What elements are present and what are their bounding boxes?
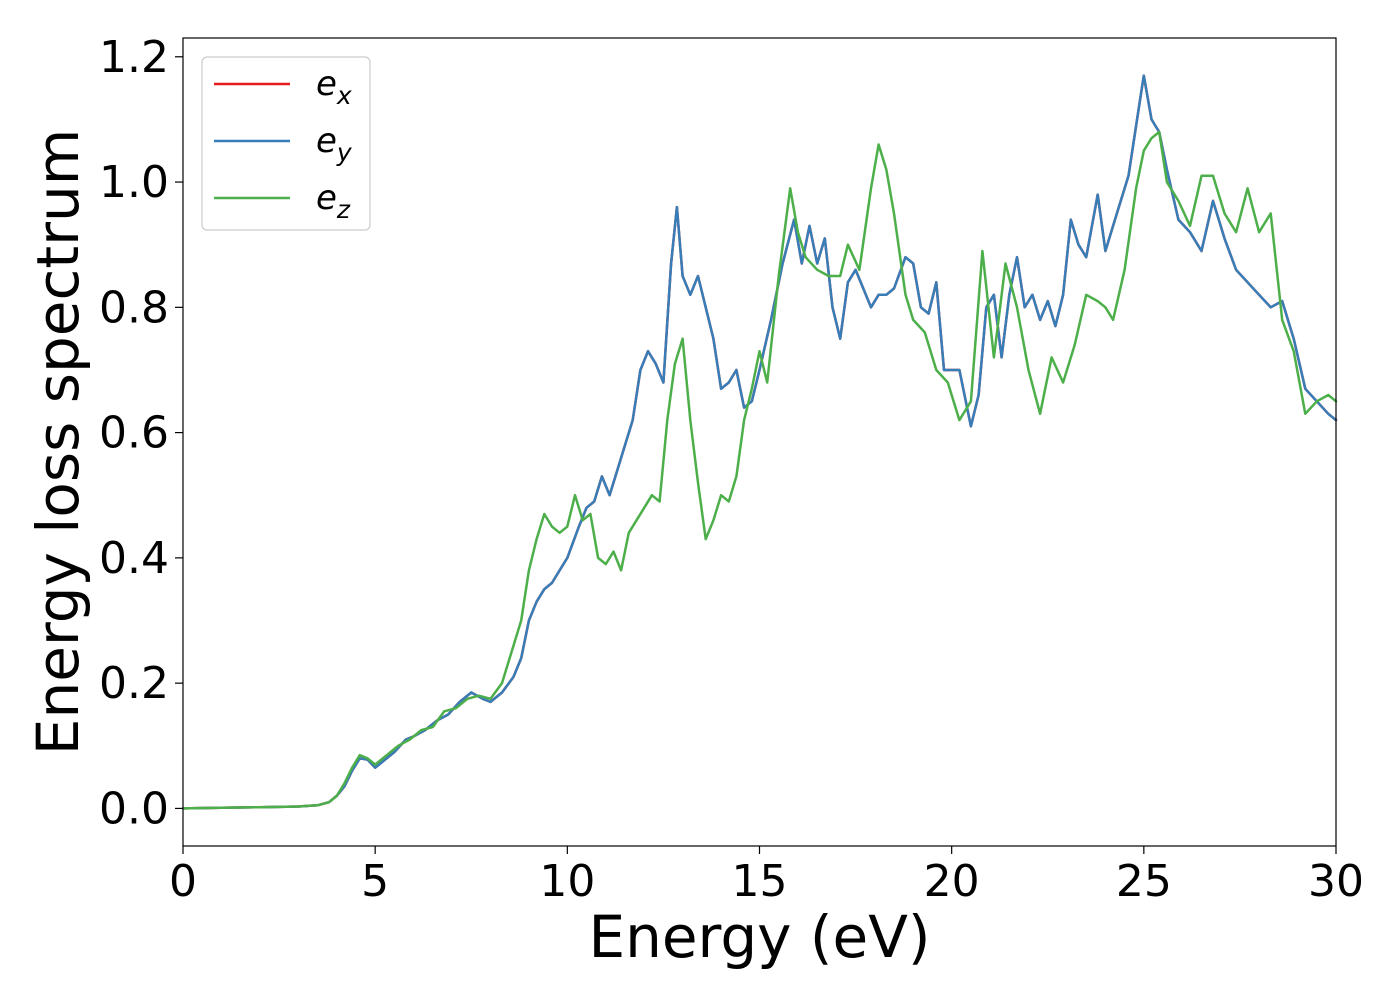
y-tick-label: 0.2 [99,658,169,709]
plot-area: 0 5 10 15 20 25 30 0.0 0.2 0.4 0.6 0.8 1.0 1.2 [99,32,1364,907]
legend-label-x: ex [316,64,352,110]
x-tick-label: 5 [361,856,389,907]
y-tick-label: 1.0 [99,157,169,208]
x-tick-label: 25 [1116,856,1172,907]
y-axis-label: Energy loss spectrum [24,129,92,755]
legend-label-z: ez [316,178,351,224]
series-layer [181,74,1338,810]
legend-label-y: ey [316,121,353,167]
legend: ex ey ez [201,56,371,231]
y-tick-label: 0.0 [99,783,169,834]
y-tick-label: 0.4 [99,533,169,584]
x-axis: 0 5 10 15 20 25 30 [169,846,1364,907]
series-line-y [181,74,1338,810]
x-tick-label: 30 [1308,856,1364,907]
x-tick-label: 20 [924,856,980,907]
y-tick-label: 0.8 [99,282,169,333]
y-tick-label: 0.6 [99,408,169,459]
x-axis-label: Energy (eV) [588,903,930,971]
series-line-z [181,130,1338,810]
x-tick-label: 0 [169,856,197,907]
legend-box [201,56,371,231]
x-tick-label: 10 [539,856,595,907]
x-tick-label: 15 [732,856,788,907]
y-axis: 0.0 0.2 0.4 0.6 0.8 1.0 1.2 [99,32,183,834]
y-tick-label: 1.2 [99,32,169,83]
